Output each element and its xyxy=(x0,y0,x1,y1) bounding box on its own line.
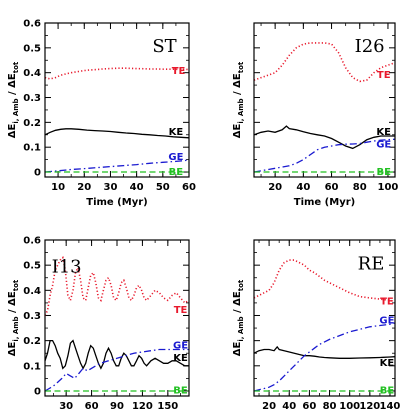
series-ke-label: KE xyxy=(169,127,184,138)
y-axis-title-subscript: tot xyxy=(12,279,20,291)
y-tick-label: 0.2 xyxy=(23,118,41,129)
panel-title: RE xyxy=(358,253,385,274)
panel-i13: 30 60 90 120 150 0 0.1 0.2 0.3 0.4 0.5 0.6 TE KE GE BE I… xyxy=(7,236,190,412)
x-tick-label: 150 xyxy=(157,401,178,412)
x-axis-title: Time (Myr) xyxy=(86,197,147,208)
series-ge-line xyxy=(44,348,189,392)
series-te-label: TE xyxy=(380,296,394,307)
panel-re: 20406080100120140TEKEGEBERETime (Myr)ΔEi… xyxy=(232,239,401,412)
series-ge-label: GE xyxy=(168,152,183,163)
series-be-label: BE xyxy=(173,386,188,397)
x-tick-label: 60 xyxy=(325,182,339,193)
x-tick-label: 80 xyxy=(323,401,337,412)
x-tick-label: 40 xyxy=(296,182,310,193)
x-tick-label: 90 xyxy=(110,401,124,412)
series-te-label: TE xyxy=(174,305,188,316)
series-ke-line xyxy=(253,345,396,359)
y-axis-title-subscript: i, Amb xyxy=(12,98,20,123)
series-ge-label: GE xyxy=(376,139,391,150)
panels: 10 20 30 40 50 6000.10.20.30.40.50.6TEKEGEBES… xyxy=(7,19,401,413)
x-tick-label: 100 xyxy=(378,182,399,193)
y-axis-title-part: ΔE xyxy=(232,342,243,357)
y-tick-label: 0.1 xyxy=(23,143,41,154)
plot-frame xyxy=(44,239,190,397)
plot-frame xyxy=(253,22,396,178)
y-tick-label: 0.3 xyxy=(23,311,41,322)
x-tick-label: 120 xyxy=(132,401,153,412)
y-axis-title-part: / ΔE xyxy=(232,73,243,98)
x-tick-label: 30 xyxy=(59,401,73,412)
series-te-line xyxy=(253,42,396,83)
y-axis-title-subscript: tot xyxy=(237,61,245,73)
x-tick-label: 60 xyxy=(85,401,99,412)
y-tick-label: 0.3 xyxy=(23,93,41,104)
y-axis-title-part: ΔE xyxy=(7,124,18,139)
y-axis-title: ΔEi, Amb / ΔEtot xyxy=(7,61,20,138)
y-tick-label: 0.5 xyxy=(23,261,41,272)
panel-title: I13 xyxy=(52,257,82,278)
y-tick-label: 0.1 xyxy=(23,361,41,372)
y-tick-label: 0 xyxy=(34,168,41,179)
series-ge-line xyxy=(253,322,396,392)
series-ke-label: KE xyxy=(173,353,188,364)
series-ke-line xyxy=(44,339,189,370)
x-tick-label: 10 xyxy=(51,182,65,193)
panel-st: 10 20 30 40 50 60 0 0.1 0.2 0.3 0.4 0.5 0.6 TE KE GE BE S… xyxy=(7,19,196,209)
x-tick-label: 50 xyxy=(156,182,170,193)
x-tick-label: 60 xyxy=(182,182,196,193)
y-axis-title-subscript: tot xyxy=(237,279,245,291)
x-tick-label: 120 xyxy=(359,401,380,412)
y-tick-label: 0.4 xyxy=(23,286,41,297)
x-axis-title: Time (Myr) xyxy=(294,197,355,208)
y-axis-title: ΔEi, Amb / ΔEtot xyxy=(232,61,245,138)
y-axis-title-part: / ΔE xyxy=(7,73,18,98)
y-tick-label: 0.2 xyxy=(23,336,41,347)
series-ke-line xyxy=(44,128,190,139)
y-axis-title: ΔEi, Amb / ΔEtot xyxy=(232,279,245,356)
x-tick-label: 100 xyxy=(339,401,360,412)
y-axis-title-subscript: i, Amb xyxy=(237,316,245,341)
series-ge-label: GE xyxy=(379,315,394,326)
y-axis-title-subscript: i, Amb xyxy=(12,316,20,341)
series-ke-label: KE xyxy=(376,127,391,138)
series-be-label: BE xyxy=(380,386,395,397)
y-axis-title-subscript: tot xyxy=(12,61,20,73)
x-tick-label: 40 xyxy=(282,401,296,412)
series-ge-line xyxy=(253,138,396,173)
y-tick-label: 0 xyxy=(34,386,41,397)
y-axis-title-part: ΔE xyxy=(7,342,18,357)
y-tick-label: 0.6 xyxy=(23,19,41,30)
x-tick-label: 40 xyxy=(130,182,144,193)
y-tick-label: 0.5 xyxy=(23,43,41,54)
x-tick-label: 60 xyxy=(302,401,316,412)
series-ke-line xyxy=(253,125,395,150)
series-te-line xyxy=(44,67,189,80)
plot-frame xyxy=(253,239,396,397)
x-tick-label: 80 xyxy=(353,182,367,193)
series-te-label: TE xyxy=(377,70,391,81)
x-tick-label: 20 xyxy=(268,182,282,193)
y-axis-title: ΔEi, Amb / ΔEtot xyxy=(7,279,20,356)
series-be-label: BE xyxy=(169,167,184,178)
y-tick-label: 0.4 xyxy=(23,68,41,79)
y-axis-title-part: / ΔE xyxy=(7,291,18,316)
y-axis-title-subscript: i, Amb xyxy=(237,98,245,123)
series-ge-label: GE xyxy=(173,340,188,351)
panel-title: ST xyxy=(152,36,176,57)
y-axis-title-part: / ΔE xyxy=(232,291,243,316)
series-ge-line xyxy=(44,159,190,173)
series-be-label: BE xyxy=(376,167,391,178)
x-tick-label: 140 xyxy=(380,401,401,412)
panel-title: I26 xyxy=(355,36,385,57)
series-ke-label: KE xyxy=(380,358,395,369)
y-axis-title-part: ΔE xyxy=(232,124,243,139)
x-tick-label: 30 xyxy=(103,182,117,193)
y-tick-label: 0.6 xyxy=(23,236,41,247)
x-tick-label: 20 xyxy=(262,401,276,412)
x-tick-label: 20 xyxy=(77,182,91,193)
plot-frame xyxy=(44,22,190,178)
series-te-label: TE xyxy=(172,66,186,77)
